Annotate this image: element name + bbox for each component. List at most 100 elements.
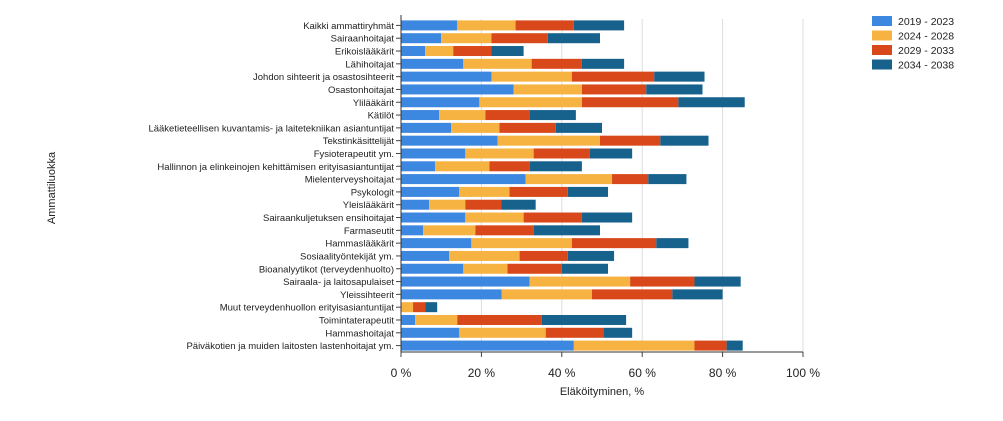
bar-segment-series-1 xyxy=(401,250,450,261)
bar-segment-series-3 xyxy=(694,340,727,351)
category-label: Hammashoitajat xyxy=(325,328,394,339)
category-label: Lääketieteellisen kuvantamis- ja laitete… xyxy=(148,123,394,134)
bar-segment-series-1 xyxy=(401,212,466,223)
bar-segment-series-4 xyxy=(694,276,741,287)
x-tick-label: 40 % xyxy=(548,366,576,380)
bar-segment-series-1 xyxy=(401,225,424,236)
bar-segment-series-3 xyxy=(507,263,562,274)
bar-segment-series-4 xyxy=(491,46,524,57)
bar-segment-series-2 xyxy=(401,302,414,313)
x-tick-label: 80 % xyxy=(709,366,737,380)
y-axis-title: Ammattiluokka xyxy=(46,151,58,224)
legend-swatch xyxy=(872,45,892,55)
bar-segment-series-1 xyxy=(401,161,436,172)
category-label: Kätilöt xyxy=(368,111,395,122)
bar-segment-series-1 xyxy=(401,148,466,159)
bars-layer xyxy=(401,20,745,351)
category-label: Sairaala- ja laitosapulaiset xyxy=(283,277,394,288)
category-label: Erikoislääkärit xyxy=(335,47,394,58)
bar-segment-series-1 xyxy=(401,289,502,300)
bar-segment-series-3 xyxy=(519,250,568,261)
legend-entry-label: 2024 - 2028 xyxy=(898,31,954,43)
bar-segment-series-4 xyxy=(581,58,625,69)
bar-segment-series-2 xyxy=(465,212,524,223)
bar-segment-series-4 xyxy=(672,289,723,300)
category-label: Yleislääkärit xyxy=(343,200,395,211)
bar-segment-series-3 xyxy=(599,135,661,146)
bar-segment-series-4 xyxy=(656,238,689,249)
bar-segment-series-2 xyxy=(423,225,476,236)
category-label: Yleissihteerit xyxy=(340,290,394,301)
category-label: Lähihoitajat xyxy=(345,59,394,70)
bar-segment-series-2 xyxy=(479,97,582,108)
bar-segment-series-1 xyxy=(401,238,472,249)
legend-entry-label: 2029 - 2033 xyxy=(898,45,954,57)
bar-segment-series-3 xyxy=(489,161,530,172)
bar-segment-series-2 xyxy=(457,20,516,31)
bar-segment-series-1 xyxy=(401,84,514,95)
bar-segment-series-4 xyxy=(678,97,745,108)
bar-segment-series-4 xyxy=(604,327,633,338)
bar-segment-series-4 xyxy=(541,314,627,325)
bar-segment-series-4 xyxy=(561,263,609,274)
bar-segment-series-1 xyxy=(401,46,426,57)
category-label: Sosiaalityöntekijät ym. xyxy=(300,251,394,262)
bar-segment-series-1 xyxy=(401,186,460,197)
x-tick-label: 0 % xyxy=(391,366,412,380)
category-label: Johdon sihteerit ja osastosihteerit xyxy=(253,72,394,83)
bar-segment-series-1 xyxy=(401,276,530,287)
bar-segment-series-2 xyxy=(501,289,592,300)
bar-segment-series-2 xyxy=(491,71,572,82)
bar-segment-series-2 xyxy=(435,161,490,172)
bar-segment-series-2 xyxy=(463,263,508,274)
bar-segment-series-3 xyxy=(509,186,568,197)
bar-segment-series-1 xyxy=(401,314,416,325)
bar-segment-series-1 xyxy=(401,110,440,121)
bar-segment-series-1 xyxy=(401,327,460,338)
bar-segment-series-3 xyxy=(523,212,582,223)
bar-segment-series-3 xyxy=(581,84,647,95)
bar-segment-series-3 xyxy=(612,174,649,185)
bar-segment-series-4 xyxy=(726,340,743,351)
bar-segment-series-3 xyxy=(571,71,655,82)
x-axis-title: Eläköityminen, % xyxy=(560,386,645,398)
legend-entry-label: 2019 - 2023 xyxy=(898,16,954,28)
bar-segment-series-1 xyxy=(401,174,526,185)
bar-segment-series-3 xyxy=(591,289,673,300)
category-label: Päiväkotien ja muiden laitosten lastenho… xyxy=(186,341,394,352)
bar-segment-series-2 xyxy=(449,250,520,261)
x-tick-label: 60 % xyxy=(629,366,657,380)
bar-segment-series-3 xyxy=(515,20,574,31)
legend-swatch xyxy=(872,59,892,70)
category-label: Sairaankuljetuksen ensihoitajat xyxy=(263,213,394,224)
bar-segment-series-4 xyxy=(529,161,582,172)
bar-segment-series-2 xyxy=(415,314,458,325)
bar-segment-series-2 xyxy=(459,186,510,197)
bar-segment-series-4 xyxy=(425,302,438,313)
bar-segment-series-1 xyxy=(401,340,574,351)
labels-layer: 0 % 20 % 40 % 60 % 80 % 100 % Kaikki ammattiry… xyxy=(148,21,820,380)
category-label: Mielenterveyshoitajat xyxy=(305,175,395,186)
bar-segment-series-1 xyxy=(401,58,464,69)
bar-segment-series-1 xyxy=(401,33,442,44)
bar-segment-series-4 xyxy=(567,250,615,261)
category-label: Muut terveydenhuollon erityisasiantuntij… xyxy=(220,303,395,314)
bar-segment-series-1 xyxy=(401,20,458,31)
bar-segment-series-1 xyxy=(401,122,452,133)
category-label: Tekstinkäsittelijät xyxy=(323,136,395,147)
bar-segment-series-4 xyxy=(654,71,705,82)
bar-segment-series-3 xyxy=(499,122,556,133)
bar-segment-series-4 xyxy=(547,33,600,44)
bar-segment-series-3 xyxy=(533,148,590,159)
x-tick-label: 100 % xyxy=(786,366,820,380)
bar-segment-series-4 xyxy=(567,186,609,197)
bar-segment-series-2 xyxy=(497,135,600,146)
bar-segment-series-4 xyxy=(646,84,703,95)
category-label: Hallinnon ja elinkeinojen kehittämisen e… xyxy=(157,162,394,173)
category-label: Hammaslääkärit xyxy=(325,239,394,250)
bar-segment-series-1 xyxy=(401,135,498,146)
bar-segment-series-1 xyxy=(401,71,492,82)
bar-segment-series-2 xyxy=(573,340,695,351)
